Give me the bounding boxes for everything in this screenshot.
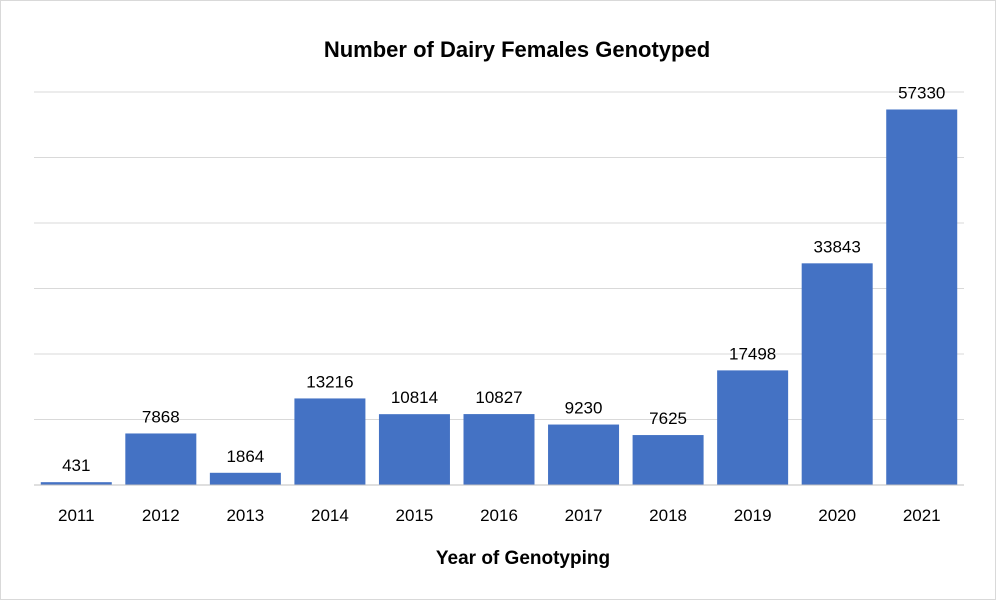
bar-2018 <box>632 435 704 485</box>
x-tick-label-2016: 2016 <box>480 506 518 525</box>
bar-2015 <box>378 414 450 485</box>
x-tick-label-2020: 2020 <box>818 506 856 525</box>
bar-2017 <box>548 424 620 485</box>
bars <box>40 109 958 486</box>
bar-2011 <box>40 482 112 485</box>
bar-2020 <box>801 263 873 485</box>
data-label-2012: 7868 <box>142 407 180 426</box>
x-tick-label-2017: 2017 <box>565 506 603 525</box>
x-axis-title: Year of Genotyping <box>436 548 610 569</box>
data-label-2014: 13216 <box>306 372 353 391</box>
bar-2021 <box>886 109 958 486</box>
bar-2014 <box>294 398 366 485</box>
bar-2012 <box>125 433 197 485</box>
bar-2013 <box>209 472 281 485</box>
x-tick-labels: 2011 2012 2013 2014 2015 2016 2017 2018 2019 2020… <box>58 506 941 525</box>
x-tick-label-2012: 2012 <box>142 506 180 525</box>
chart-title: Number of Dairy Females Genotyped <box>324 37 710 62</box>
x-tick-label-2015: 2015 <box>396 506 434 525</box>
x-tick-label-2019: 2019 <box>734 506 772 525</box>
data-label-2017: 9230 <box>565 399 603 418</box>
data-label-2011: 431 <box>62 456 90 475</box>
bar-2016 <box>463 414 535 485</box>
x-tick-label-2011: 2011 <box>58 506 95 525</box>
x-tick-label-2018: 2018 <box>649 506 687 525</box>
x-tick-label-2021: 2021 <box>903 506 941 525</box>
data-label-2016: 10827 <box>475 388 522 407</box>
data-label-2020: 33843 <box>814 237 861 256</box>
data-label-2018: 7625 <box>649 409 687 428</box>
data-label-2021: 57330 <box>898 83 945 102</box>
data-label-2015: 10814 <box>391 388 438 407</box>
data-label-2013: 1864 <box>226 447 264 466</box>
bar-2019 <box>717 370 789 485</box>
data-labels: 431 7868 1864 13216 10814 10827 9230 7625 17498 3… <box>62 83 945 475</box>
data-label-2019: 17498 <box>729 344 776 363</box>
x-tick-label-2014: 2014 <box>311 506 349 525</box>
x-tick-label-2013: 2013 <box>226 506 264 525</box>
